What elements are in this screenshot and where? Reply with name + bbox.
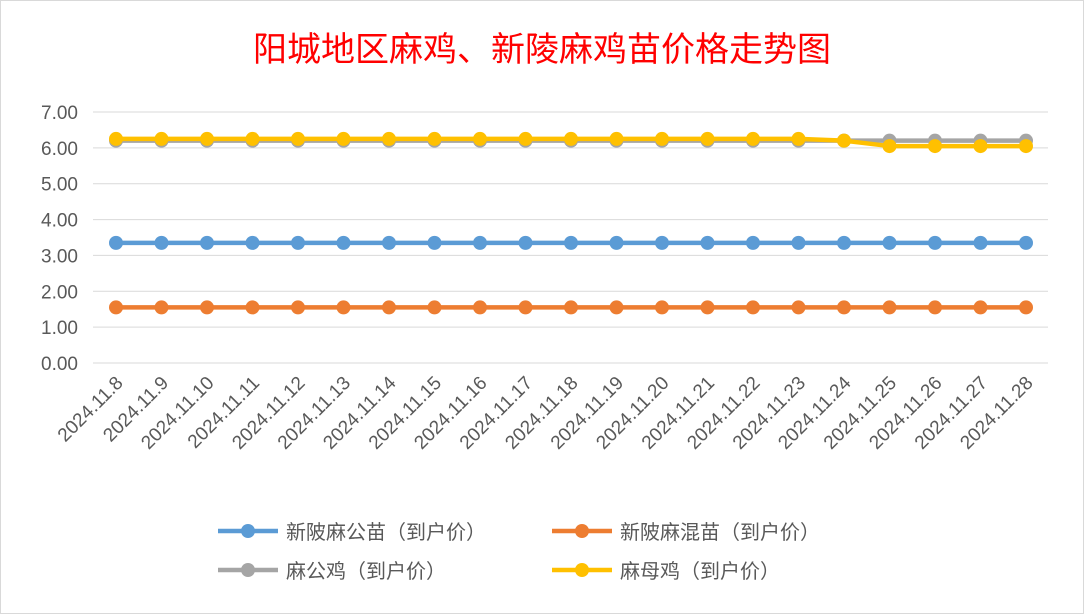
- gridlines: [93, 111, 1048, 364]
- legend-marker: [575, 563, 589, 577]
- data-point: [973, 139, 988, 154]
- data-point: [746, 235, 760, 250]
- legend-label: 新陂麻公苗（到户价）: [286, 520, 486, 544]
- data-point: [518, 235, 533, 250]
- data-point: [154, 131, 169, 146]
- data-point: [928, 139, 942, 154]
- data-point: [700, 235, 715, 250]
- data-point: [291, 300, 305, 315]
- data-point: [154, 300, 169, 315]
- data-point: [473, 300, 487, 315]
- data-point: [200, 131, 214, 146]
- data-point: [245, 300, 260, 315]
- data-point: [109, 131, 123, 146]
- data-point: [336, 131, 351, 146]
- y-tick-label: 3.00: [41, 246, 78, 267]
- data-point: [245, 235, 260, 250]
- data-point: [291, 235, 305, 250]
- data-point: [564, 300, 578, 315]
- series-layer: [109, 131, 1033, 315]
- legend-item: 新陂麻公苗（到户价）: [218, 520, 486, 544]
- data-point: [746, 300, 760, 315]
- y-tick-label: 2.00: [41, 282, 78, 303]
- y-tick-label: 6.00: [41, 139, 78, 160]
- data-point: [336, 300, 351, 315]
- legend-marker: [241, 524, 255, 538]
- data-point: [200, 300, 214, 315]
- data-point: [109, 300, 123, 315]
- data-point: [1019, 139, 1033, 154]
- legend-label: 新陂麻混苗（到户价）: [620, 520, 820, 544]
- data-point: [473, 131, 487, 146]
- y-tick-label: 7.00: [41, 103, 78, 124]
- series-1: [109, 235, 1033, 250]
- data-point: [837, 300, 851, 315]
- data-point: [564, 131, 578, 146]
- data-point: [791, 235, 806, 250]
- data-point: [973, 300, 988, 315]
- data-point: [609, 131, 624, 146]
- data-point: [609, 300, 624, 315]
- data-point: [791, 300, 806, 315]
- data-point: [973, 235, 988, 250]
- y-tick-label: 5.00: [41, 175, 78, 196]
- data-point: [928, 235, 942, 250]
- data-point: [700, 131, 715, 146]
- data-point: [837, 133, 851, 148]
- data-point: [154, 235, 169, 250]
- series-2: [109, 300, 1033, 315]
- y-tick-label: 0.00: [41, 354, 78, 375]
- y-axis-ticks: 0.00 1.00 2.00 3.00 4.00 5.00 6.00 7.00: [41, 103, 78, 375]
- data-point: [427, 235, 442, 250]
- series-4: [109, 131, 1033, 154]
- data-point: [245, 131, 260, 146]
- legend-item: 麻公鸡（到户价）: [218, 559, 446, 583]
- data-point: [427, 300, 442, 315]
- legend: 新陂麻公苗（到户价） 新陂麻混苗（到户价） 麻公鸡（到户价） 麻母鸡（到户价）: [218, 520, 820, 583]
- legend-item: 新陂麻混苗（到户价）: [552, 520, 820, 544]
- data-point: [1019, 300, 1033, 315]
- data-point: [928, 300, 942, 315]
- data-point: [427, 131, 442, 146]
- legend-label: 麻母鸡（到户价）: [620, 559, 780, 583]
- data-point: [1019, 235, 1033, 250]
- data-point: [655, 300, 669, 315]
- data-point: [837, 235, 851, 250]
- data-point: [291, 131, 305, 146]
- legend-marker: [241, 563, 255, 577]
- data-point: [382, 300, 396, 315]
- data-point: [655, 131, 669, 146]
- legend-marker: [575, 524, 589, 538]
- data-point: [200, 235, 214, 250]
- data-point: [336, 235, 351, 250]
- data-point: [109, 235, 123, 250]
- legend-item: 麻母鸡（到户价）: [552, 559, 780, 583]
- data-point: [564, 235, 578, 250]
- data-point: [882, 300, 897, 315]
- chart-title: 阳城地区麻鸡、新陵麻鸡苗价格走势图: [253, 30, 831, 70]
- data-point: [518, 131, 533, 146]
- data-point: [882, 139, 897, 154]
- data-point: [382, 131, 396, 146]
- data-point: [791, 131, 806, 146]
- legend-label: 麻公鸡（到户价）: [286, 559, 446, 583]
- y-tick-label: 4.00: [41, 211, 78, 232]
- data-point: [655, 235, 669, 250]
- y-tick-label: 1.00: [41, 318, 78, 339]
- data-point: [746, 131, 760, 146]
- data-point: [700, 300, 715, 315]
- x-axis-ticks: 2024.11.82024.11.92024.11.102024.11.1120…: [54, 372, 1038, 453]
- data-point: [882, 235, 897, 250]
- data-point: [382, 235, 396, 250]
- data-point: [473, 235, 487, 250]
- data-point: [609, 235, 624, 250]
- data-point: [518, 300, 533, 315]
